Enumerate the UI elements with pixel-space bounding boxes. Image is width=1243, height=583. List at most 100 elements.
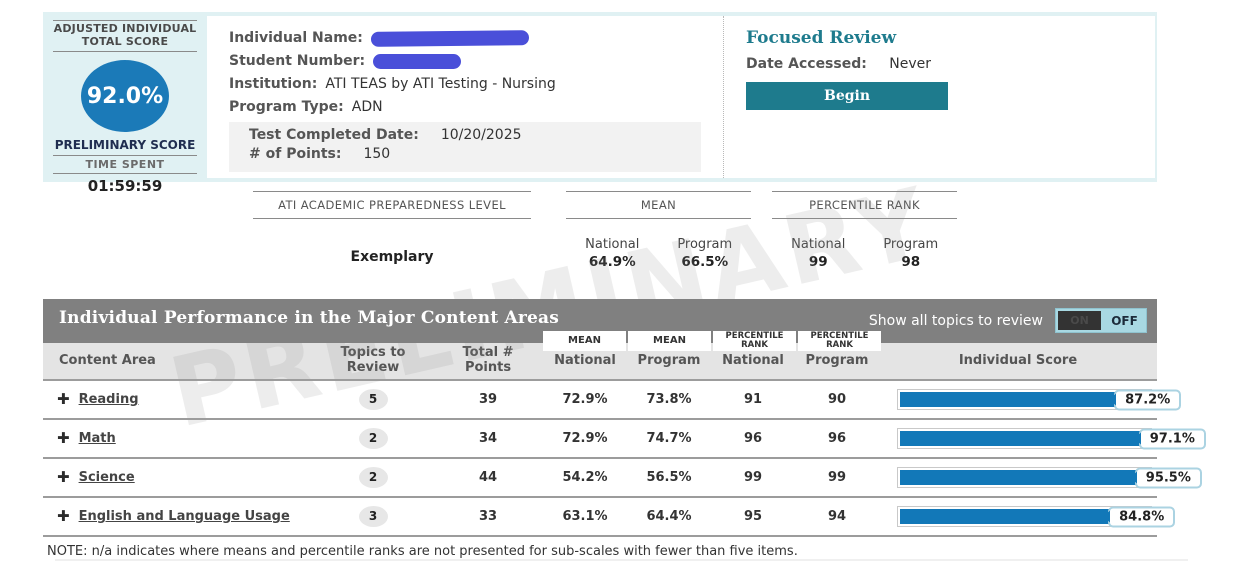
date-accessed-label: Date Accessed: <box>746 56 867 72</box>
program-type-value: ADN <box>351 99 383 115</box>
total-points-cell: 33 <box>478 509 498 524</box>
pr-program-cell: 99 <box>827 470 847 485</box>
pr-national-cell: 96 <box>743 431 763 446</box>
date-accessed-value: Never <box>889 56 932 72</box>
mean-group-box: MEAN <box>628 331 711 351</box>
time-spent-label: TIME SPENT <box>53 155 197 175</box>
test-completed-date-label: Test Completed Date: <box>249 127 419 143</box>
expand-plus-icon[interactable]: ✚ <box>57 468 70 486</box>
col-mean-program: Program <box>637 352 701 368</box>
percentile-national-value: 99 <box>808 254 828 270</box>
pr-program-cell: 96 <box>827 431 847 446</box>
redacted-individual-name <box>370 29 529 47</box>
col-pr-national: National <box>722 352 784 368</box>
toggle-off-segment[interactable]: OFF <box>1111 313 1138 328</box>
mean-national-cell: 63.1% <box>562 509 608 524</box>
content-area-link[interactable]: Math <box>78 431 116 446</box>
percentile-national-label: National <box>791 237 846 252</box>
points-label: # of Points: <box>249 146 342 162</box>
percentile-rank-group-box: PERCENTILE RANK <box>798 331 881 351</box>
total-points-cell: 39 <box>478 392 498 407</box>
percentile-rank-header: PERCENTILE RANK <box>772 191 957 219</box>
score-bar-fill: 84.8% <box>900 506 1176 527</box>
score-callout: 95.5% <box>1134 467 1202 488</box>
col-content-area: Content Area <box>59 352 156 368</box>
col-total-points: Total # Points <box>462 345 514 375</box>
mean-group: MEAN National 64.9% Program 66.5% <box>566 191 751 270</box>
pr-national-cell: 99 <box>743 470 763 485</box>
performance-table: PRELIMINARY Individual Performance in th… <box>43 166 1206 565</box>
individual-name-label: Individual Name: <box>229 30 363 46</box>
percentile-rank-group-box: PERCENTILE RANK <box>713 331 796 351</box>
mean-program-cell: 56.5% <box>646 470 692 485</box>
expand-plus-icon[interactable]: ✚ <box>57 429 70 447</box>
table-column-header: Content Area Topics to Review Total # Po… <box>43 343 1157 379</box>
col-mean-national: National <box>554 352 616 368</box>
mean-national-value: 64.9% <box>588 254 636 270</box>
table-title-bar: Individual Performance in the Major Cont… <box>43 299 1157 351</box>
mean-header: MEAN <box>566 191 751 219</box>
summary-strip: ATI ACADEMIC PREPAREDNESS LEVEL Exemplar… <box>43 191 1157 291</box>
mean-national-cell: 54.2% <box>562 470 608 485</box>
content-area-link[interactable]: English and Language Usage <box>78 509 290 524</box>
pr-program-cell: 94 <box>827 509 847 524</box>
mean-program-cell: 73.8% <box>646 392 692 407</box>
test-meta-box: Test Completed Date: 10/20/2025 # of Poi… <box>229 122 701 172</box>
score-box-title: ADJUSTED INDIVIDUAL TOTAL SCORE <box>53 20 197 53</box>
percentile-program-label: Program <box>883 237 939 252</box>
mean-national-cell: 72.9% <box>562 431 608 446</box>
total-score-value: 92.0% <box>86 83 164 109</box>
col-topics-to-review: Topics to Review <box>340 345 406 375</box>
content-area-link[interactable]: Reading <box>78 392 139 407</box>
preparedness-level-value: Exemplary <box>350 249 434 265</box>
score-bar-fill: 95.5% <box>900 467 1202 488</box>
toggle-on-segment[interactable]: ON <box>1058 311 1101 330</box>
score-bar-track: 97.1% <box>897 428 1206 449</box>
percentile-rank-group: PERCENTILE RANK National 99 Program 98 <box>772 191 957 270</box>
pr-national-cell: 91 <box>743 392 763 407</box>
expand-plus-icon[interactable]: ✚ <box>57 507 70 525</box>
preparedness-level-header: ATI ACADEMIC PREPAREDNESS LEVEL <box>253 191 531 219</box>
topics-to-review-badge: 2 <box>358 428 388 449</box>
show-topics-toggle[interactable]: ON OFF <box>1055 308 1147 333</box>
mean-program-value: 66.5% <box>681 254 729 270</box>
table-row-science: ✚ Science 2 44 54.2% 56.5% 99 99 95.5% <box>43 457 1202 496</box>
page-content: ADJUSTED INDIVIDUAL TOTAL SCORE 92.0% PR… <box>43 12 1206 565</box>
mean-program-cell: 64.4% <box>646 509 692 524</box>
header-band: ADJUSTED INDIVIDUAL TOTAL SCORE 92.0% PR… <box>43 12 1157 195</box>
total-points-cell: 44 <box>478 470 498 485</box>
redacted-student-number <box>373 53 462 69</box>
table-row-reading: ✚ Reading 5 39 72.9% 73.8% 91 90 87.2% <box>43 379 1182 418</box>
percentile-program-value: 98 <box>901 254 921 270</box>
topics-to-review-badge: 2 <box>358 467 388 488</box>
test-completed-date-value: 10/20/2025 <box>440 127 522 143</box>
content-area-link[interactable]: Science <box>78 470 135 485</box>
preparedness-level-group: ATI ACADEMIC PREPAREDNESS LEVEL Exemplar… <box>253 191 531 265</box>
score-bar-fill: 87.2% <box>900 389 1182 410</box>
begin-button[interactable]: Begin <box>746 82 948 110</box>
points-value: 150 <box>363 146 391 162</box>
focused-review-title: Focused Review <box>746 28 897 48</box>
score-callout: 97.1% <box>1138 428 1206 449</box>
col-pr-program: Program <box>805 352 869 368</box>
pr-national-cell: 95 <box>743 509 763 524</box>
score-bar-track: 84.8% <box>897 506 1176 527</box>
expand-plus-icon[interactable]: ✚ <box>57 390 70 408</box>
total-score-circle: 92.0% <box>81 60 169 133</box>
mean-program-cell: 74.7% <box>646 431 692 446</box>
table-note: NOTE: n/a indicates where means and perc… <box>43 535 1157 565</box>
preliminary-score-label: PRELIMINARY SCORE <box>54 138 196 153</box>
mean-national-label: National <box>585 237 640 252</box>
mean-program-label: Program <box>677 237 733 252</box>
score-bar-track: 87.2% <box>897 389 1182 410</box>
mean-group-box: MEAN <box>543 331 626 351</box>
score-bar-track: 95.5% <box>897 467 1202 488</box>
student-info-column: Individual Name: Student Number: Institu… <box>207 16 723 178</box>
pr-program-cell: 90 <box>827 392 847 407</box>
score-callout: 84.8% <box>1108 506 1176 527</box>
table-row-math: ✚ Math 2 34 72.9% 74.7% 96 96 97.1% <box>43 418 1206 457</box>
focused-review-section: Focused Review Date Accessed: Never Begi… <box>723 16 1155 178</box>
col-individual-score: Individual Score <box>958 352 1078 368</box>
program-type-label: Program Type: <box>229 99 344 115</box>
table-title: Individual Performance in the Major Cont… <box>59 308 560 328</box>
